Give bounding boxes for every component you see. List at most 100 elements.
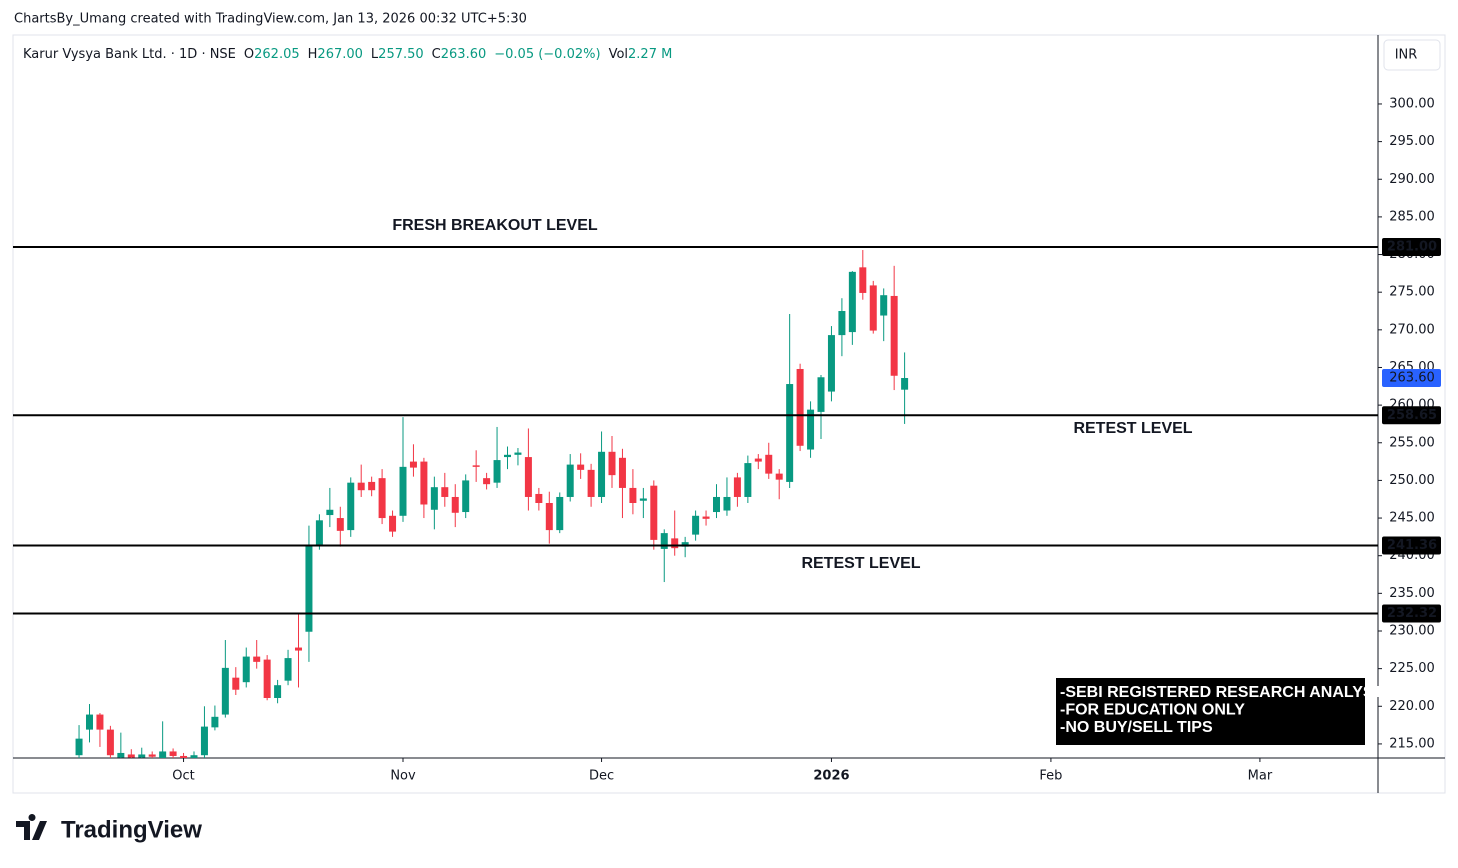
candle-body	[211, 716, 219, 728]
field-value: 2.27 M	[628, 47, 672, 62]
candle-body	[733, 477, 741, 497]
candle-body	[430, 487, 438, 510]
candle-body	[253, 656, 261, 662]
field-value: 257.50	[378, 47, 424, 62]
currency-label: INR	[1395, 48, 1418, 63]
candle-body	[190, 755, 198, 758]
candle-body	[660, 533, 668, 549]
candle-body	[399, 466, 407, 516]
candle-body	[117, 752, 125, 758]
y-tick-label: 300.00	[1389, 96, 1435, 111]
level-price-tag	[1382, 238, 1441, 257]
level-price-tag	[1382, 604, 1441, 623]
y-tick-label: 290.00	[1389, 172, 1435, 187]
plot	[75, 250, 909, 758]
field-value: 267.00	[317, 47, 363, 62]
candle-body	[326, 509, 334, 516]
annotation: RETEST LEVEL	[1073, 420, 1192, 437]
candle-body	[472, 465, 480, 467]
candle-body	[650, 485, 658, 540]
candle-body	[587, 469, 595, 497]
candle-body	[347, 482, 355, 531]
candle-body	[274, 685, 282, 698]
candle-body	[389, 515, 397, 532]
field-value: 262.05	[254, 47, 300, 62]
y-tick-label: 255.00	[1389, 435, 1435, 450]
y-tick-label: 230.00	[1389, 623, 1435, 638]
candle-body	[263, 659, 271, 698]
annotation: FRESH BREAKOUT LEVEL	[392, 217, 598, 234]
candle-body	[869, 285, 877, 331]
candle-body	[880, 295, 888, 316]
candle-body	[159, 751, 167, 758]
chart-frame	[12, 34, 1446, 794]
field-key: L	[371, 47, 379, 62]
candle-body	[807, 409, 815, 450]
note-line: -SEBI REGISTERED RESEARCH ANALYST	[1060, 684, 1384, 701]
last-price-tag	[1382, 369, 1441, 388]
y-tick-label: 275.00	[1389, 285, 1435, 300]
x-tick-label: Dec	[589, 769, 614, 784]
candle-body	[545, 502, 553, 531]
level-price-tag	[1382, 536, 1441, 555]
currency-button[interactable]	[1383, 39, 1441, 71]
candle-body	[566, 464, 574, 497]
y-tick-label: 220.00	[1389, 699, 1435, 714]
level-price-label: 241.36	[1387, 538, 1437, 553]
candle-body	[106, 729, 114, 756]
candle-body	[838, 311, 846, 336]
candle-body	[200, 726, 208, 756]
candle-body	[221, 667, 229, 715]
candle-body	[765, 454, 773, 474]
note-line: -NO BUY/SELL TIPS	[1060, 719, 1213, 736]
field-key: H	[308, 47, 318, 62]
x-tick-label: Oct	[172, 769, 194, 784]
candle-body	[629, 487, 637, 503]
level-price-label: 232.32	[1387, 606, 1437, 621]
candle-body	[169, 751, 177, 756]
y-tick-label: 225.00	[1389, 661, 1435, 676]
candle-body	[556, 496, 564, 531]
candle-body	[315, 520, 323, 546]
candle-body	[859, 267, 867, 293]
y-tick-label: 285.00	[1389, 209, 1435, 224]
candle-body	[294, 647, 302, 651]
candle-body	[368, 481, 376, 491]
candle-body	[514, 452, 522, 455]
field-value: 263.60	[441, 47, 487, 62]
level-price-tag	[1382, 406, 1441, 425]
candle-body	[75, 738, 83, 756]
candle-body	[242, 656, 250, 683]
field-value: −0.05 (−0.02%)	[494, 47, 600, 62]
candle-body	[232, 677, 240, 690]
candle-body	[598, 451, 606, 497]
logo: TradingView	[16, 814, 202, 843]
logo-text: TradingView	[61, 816, 202, 843]
candle-body	[744, 463, 752, 497]
legend-header: Karur Vysya Bank Ltd. · 1D · NSE O262.05 H…	[23, 47, 672, 62]
candle-body	[462, 480, 470, 513]
candle-body	[451, 496, 459, 513]
candle-body	[618, 457, 626, 488]
y-tick-label: 270.00	[1389, 322, 1435, 337]
symbol-name: Karur Vysya Bank Ltd. · 1D · NSE	[23, 47, 236, 62]
candle-body	[639, 498, 647, 501]
candle-body	[713, 496, 721, 513]
candle-body	[493, 460, 501, 483]
candle-body	[702, 516, 710, 519]
watermark: ChartsBy_Umang created with TradingView.…	[14, 12, 527, 27]
candle-body	[409, 461, 417, 468]
x-tick-label: Mar	[1248, 769, 1273, 784]
level-price-label: 281.00	[1387, 240, 1437, 255]
candle-body	[305, 545, 313, 632]
candle-body	[786, 384, 794, 482]
candle-body	[357, 482, 365, 491]
field-key: O	[244, 47, 254, 62]
candle-body	[96, 714, 104, 730]
candle-body	[441, 487, 449, 497]
candle-body	[817, 377, 825, 412]
annotation: RETEST LEVEL	[801, 555, 920, 572]
candle-body	[671, 538, 679, 549]
candle-body	[483, 478, 491, 485]
